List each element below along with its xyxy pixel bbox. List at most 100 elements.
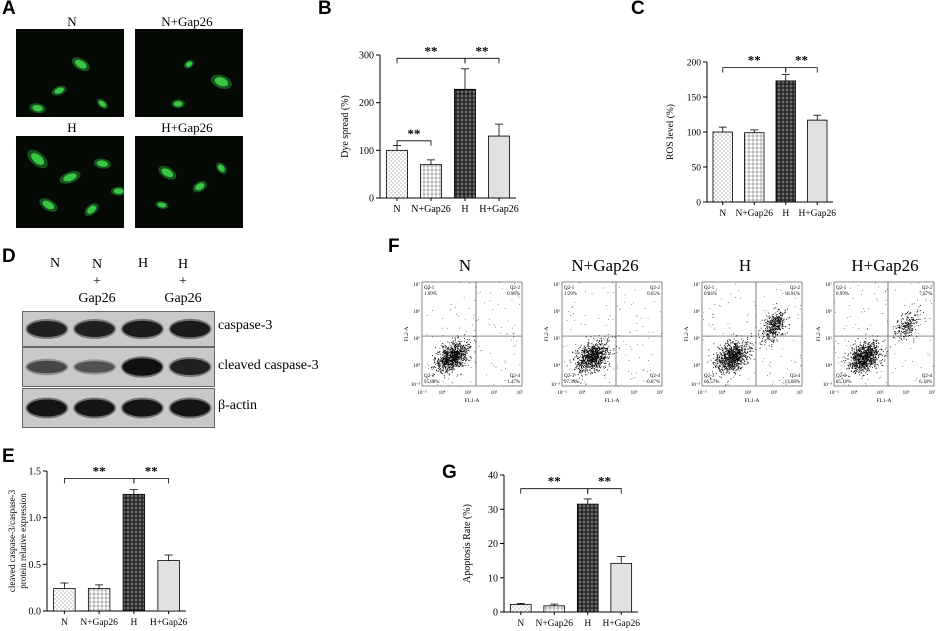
flow-dot <box>863 345 865 347</box>
flow-dot <box>452 364 454 365</box>
flow-dot <box>574 368 576 370</box>
flow-dot <box>860 366 862 368</box>
flow-dot <box>734 360 736 362</box>
flow-dot <box>454 364 456 366</box>
flow-dot <box>604 339 606 341</box>
flow-dot <box>763 335 765 337</box>
flow-dot <box>452 354 454 356</box>
flow-dot <box>600 360 602 362</box>
flow-dot <box>867 358 868 360</box>
flow-dot <box>776 314 778 316</box>
flow-dot <box>437 383 438 385</box>
flow-dot <box>857 349 859 351</box>
flow-dot <box>593 355 595 357</box>
flow-dot <box>724 361 725 363</box>
flow-dot <box>592 350 594 352</box>
flow-dot <box>607 349 608 350</box>
flow-title-h: H <box>738 256 752 275</box>
flow-dot <box>434 357 436 359</box>
flow-dot <box>736 369 738 371</box>
flow-dot <box>597 348 599 350</box>
flow-dot <box>449 358 451 359</box>
flow-dot <box>434 359 435 361</box>
flow-dot <box>597 346 599 348</box>
flow-dot <box>628 371 629 372</box>
flow-dot <box>881 349 883 351</box>
flow-dot <box>605 356 607 358</box>
flow-dot <box>863 362 865 364</box>
flow-dot <box>599 364 601 366</box>
flow-dot <box>600 366 602 368</box>
flow-dot <box>758 337 760 338</box>
flow-dot <box>854 357 856 359</box>
flow-dot <box>451 371 453 373</box>
flow-dot <box>744 348 746 350</box>
flow-dot <box>745 349 747 350</box>
flow-dot <box>859 360 861 362</box>
flow-dot <box>776 340 778 342</box>
flow-dot <box>716 360 718 362</box>
flow-dot <box>599 351 600 353</box>
flow-dot <box>463 350 465 352</box>
flow-dot <box>454 352 456 354</box>
flow-dot <box>444 360 446 362</box>
flow-dot <box>856 369 858 371</box>
flow-dot <box>572 352 574 354</box>
flow-dot <box>786 308 788 309</box>
flow-dot <box>925 291 927 292</box>
flow-dot <box>598 350 600 352</box>
flow-dot <box>735 349 737 350</box>
quadrant-value: 1.47% <box>507 380 520 385</box>
flow-dot <box>599 359 601 361</box>
flow-dot <box>441 365 443 367</box>
significance-stars: ** <box>748 53 761 68</box>
flow-dot <box>583 367 585 368</box>
flow-dot <box>439 363 441 365</box>
flow-dot <box>902 340 904 341</box>
flow-dot <box>898 325 900 327</box>
flow-dot <box>869 345 870 347</box>
flow-dot <box>449 363 451 365</box>
flow-dot <box>774 324 776 326</box>
y-tick-label: 10⁵ <box>413 336 420 342</box>
bar-h <box>576 503 599 613</box>
flow-dot <box>584 324 586 325</box>
flow-dot <box>445 362 447 364</box>
flow-dot <box>447 367 449 369</box>
flow-dot <box>728 355 730 357</box>
flow-dot <box>736 340 738 341</box>
flow-dot <box>455 346 457 348</box>
flow-dot <box>848 341 850 342</box>
flow-dot <box>581 378 583 380</box>
flow-dot <box>870 348 872 350</box>
flow-dot <box>844 352 846 354</box>
flow-dot <box>741 348 743 350</box>
flow-title-n: N <box>458 256 472 275</box>
flow-dot <box>721 362 723 364</box>
flow-dot <box>779 312 781 314</box>
flow-dot <box>862 360 864 362</box>
flow-dot <box>861 356 862 358</box>
flow-dot <box>442 363 444 365</box>
flow-dot <box>590 365 592 367</box>
flow-dot <box>869 353 871 355</box>
flow-dot <box>865 346 867 348</box>
panel-letter-c: C <box>631 0 645 19</box>
flow-dot <box>446 361 448 363</box>
flow-dot <box>841 361 843 363</box>
flow-dot <box>867 348 869 350</box>
flow-dot <box>906 316 908 318</box>
flow-dot <box>744 363 745 365</box>
flow-dot <box>457 359 459 361</box>
flow-dot <box>864 367 866 369</box>
flow-dot <box>885 347 887 349</box>
flow-dot <box>606 356 608 358</box>
flow-dot <box>772 338 774 340</box>
flow-dot <box>600 338 602 340</box>
flow-dot <box>862 346 864 348</box>
flow-dot <box>457 356 459 358</box>
y-tick-label: 0.5 <box>29 560 42 571</box>
lane-label-n-gap26: N + Gap26 <box>78 257 116 306</box>
flow-dot <box>874 362 876 364</box>
flow-dot <box>867 368 869 370</box>
